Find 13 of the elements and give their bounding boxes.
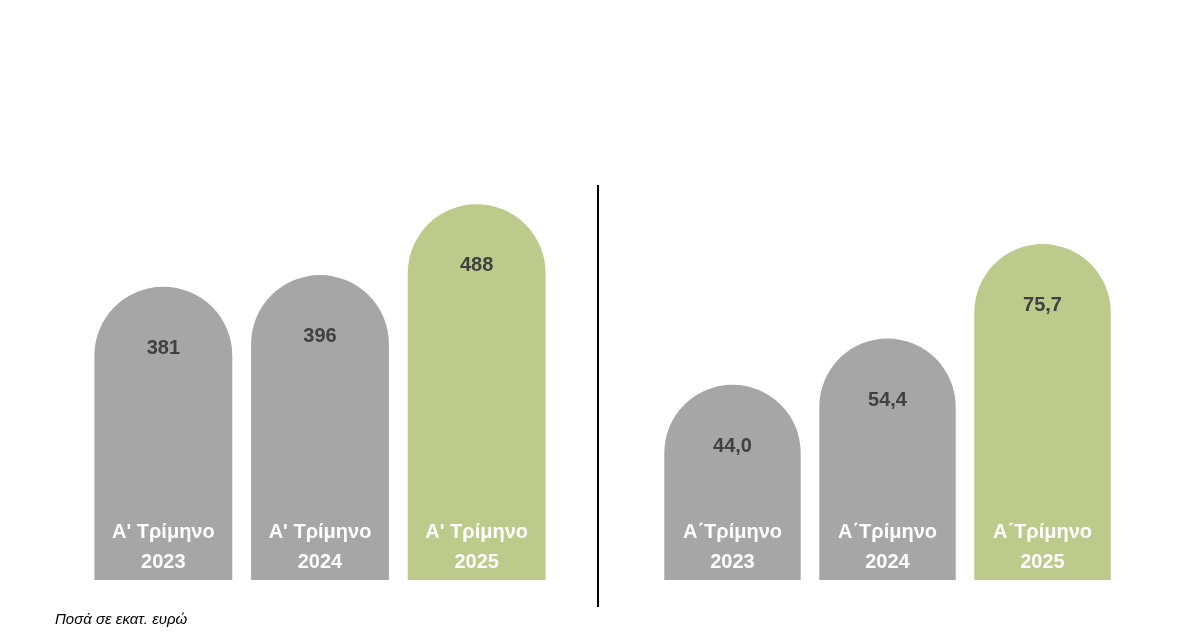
x-tick-label: Α΄Τρίμηνο 2025	[992, 520, 1093, 572]
x-tick-label: Α' Τρίμηνο 2025	[425, 520, 529, 572]
data-label: 488	[459, 253, 494, 276]
data-label: 44,0	[713, 433, 752, 456]
data-label: 54,4	[868, 387, 908, 410]
text: Ποσά σε εκατ. ευρώ	[55, 610, 188, 627]
x-tick-label: Α΄Τρίμηνο 2024	[837, 520, 938, 572]
x-tick-label: Α΄Τρίμηνο 2023	[682, 520, 783, 572]
data-label: 381	[146, 335, 181, 358]
x-tick-label: Α' Τρίμηνο 2024	[268, 520, 372, 572]
x-tick-label: Α' Τρίμηνο 2023	[111, 520, 215, 572]
data-label: 396	[303, 324, 337, 347]
data-label: 75,7	[1023, 293, 1062, 316]
